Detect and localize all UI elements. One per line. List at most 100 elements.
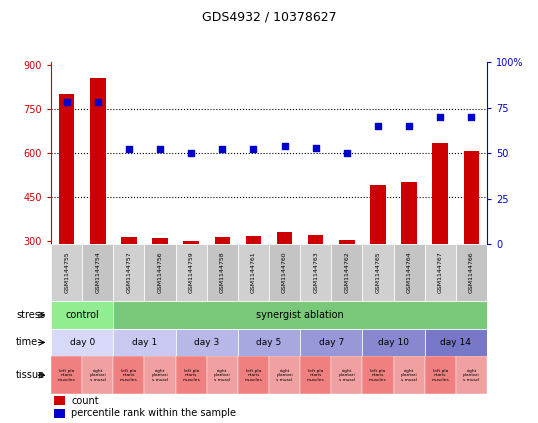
Bar [152, 238, 168, 329]
Bar [175, 329, 238, 356]
Point [155, 146, 164, 153]
Text: GSM1144764: GSM1144764 [407, 252, 412, 294]
Bar [363, 329, 424, 356]
Bar [51, 244, 82, 301]
Text: GDS4932 / 10378627: GDS4932 / 10378627 [202, 11, 336, 24]
Text: right
plantari
s muscl: right plantari s muscl [89, 368, 106, 382]
Text: day 10: day 10 [378, 338, 409, 347]
Text: right
plantari
s muscl: right plantari s muscl [463, 368, 480, 382]
Bar [401, 182, 417, 329]
Text: GSM1144754: GSM1144754 [95, 252, 100, 294]
Bar [339, 240, 355, 329]
Text: count: count [72, 396, 99, 406]
Point [62, 99, 71, 106]
Text: tissue: tissue [16, 370, 45, 380]
Bar [114, 244, 145, 301]
Text: day 14: day 14 [440, 338, 471, 347]
Text: left pla
ntaris
muscles: left pla ntaris muscles [182, 368, 200, 382]
Point [94, 99, 102, 106]
Bar [59, 94, 74, 329]
Bar [238, 356, 269, 394]
Text: control: control [65, 310, 99, 320]
Point [405, 123, 413, 129]
Text: left pla
ntaris
muscles: left pla ntaris muscles [431, 368, 449, 382]
Bar [114, 329, 175, 356]
Bar [464, 151, 479, 329]
Bar [331, 356, 363, 394]
Point [343, 150, 351, 157]
Bar [331, 244, 363, 301]
Text: time: time [16, 338, 38, 347]
Text: right
plantari
s muscl: right plantari s muscl [152, 368, 168, 382]
Text: day 7: day 7 [318, 338, 344, 347]
Bar [424, 329, 487, 356]
Bar [246, 236, 261, 329]
Bar [207, 356, 238, 394]
Bar [54, 409, 65, 418]
Bar [238, 244, 269, 301]
Bar [215, 237, 230, 329]
Bar [370, 185, 386, 329]
Point [373, 123, 382, 129]
Point [249, 146, 258, 153]
Bar [300, 356, 331, 394]
Bar [424, 244, 456, 301]
Bar [277, 232, 292, 329]
Text: left pla
ntaris
muscles: left pla ntaris muscles [120, 368, 138, 382]
Text: GSM1144755: GSM1144755 [64, 252, 69, 294]
Text: GSM1144767: GSM1144767 [438, 252, 443, 294]
Text: GSM1144760: GSM1144760 [282, 252, 287, 294]
Bar [300, 329, 363, 356]
Bar [183, 241, 199, 329]
Text: left pla
ntaris
muscles: left pla ntaris muscles [245, 368, 263, 382]
Point [187, 150, 195, 157]
Point [218, 146, 226, 153]
Text: GSM1144756: GSM1144756 [158, 252, 162, 294]
Bar [54, 396, 65, 405]
Bar [269, 244, 300, 301]
Text: day 3: day 3 [194, 338, 220, 347]
Bar [82, 244, 114, 301]
Bar [363, 356, 393, 394]
Bar [424, 356, 456, 394]
Bar [175, 356, 207, 394]
Text: right
plantari
s muscl: right plantari s muscl [401, 368, 417, 382]
Bar [456, 244, 487, 301]
Text: day 5: day 5 [257, 338, 281, 347]
Text: GSM1144761: GSM1144761 [251, 252, 256, 294]
Point [436, 113, 444, 120]
Text: right
plantari
s muscl: right plantari s muscl [214, 368, 231, 382]
Text: GSM1144757: GSM1144757 [126, 252, 131, 294]
Bar [269, 356, 300, 394]
Text: GSM1144758: GSM1144758 [220, 252, 225, 294]
Bar [433, 143, 448, 329]
Bar [90, 78, 105, 329]
Point [312, 144, 320, 151]
Text: day 0: day 0 [69, 338, 95, 347]
Bar [145, 356, 175, 394]
Text: GSM1144763: GSM1144763 [313, 252, 318, 294]
Bar [207, 244, 238, 301]
Text: stress: stress [16, 310, 45, 320]
Bar [175, 244, 207, 301]
Text: day 1: day 1 [132, 338, 157, 347]
Text: left pla
ntaris
muscles: left pla ntaris muscles [58, 368, 75, 382]
Bar [393, 356, 424, 394]
Text: GSM1144766: GSM1144766 [469, 252, 474, 294]
Text: GSM1144762: GSM1144762 [344, 252, 349, 294]
Text: left pla
ntaris
muscles: left pla ntaris muscles [307, 368, 324, 382]
Text: percentile rank within the sample: percentile rank within the sample [72, 408, 236, 418]
Bar [114, 356, 145, 394]
Text: left pla
ntaris
muscles: left pla ntaris muscles [369, 368, 387, 382]
Bar [51, 301, 114, 329]
Bar [82, 356, 114, 394]
Point [280, 143, 289, 149]
Bar [114, 301, 487, 329]
Bar [51, 356, 82, 394]
Bar [238, 329, 300, 356]
Bar [51, 329, 114, 356]
Text: right
plantari
s muscl: right plantari s muscl [338, 368, 355, 382]
Text: synergist ablation: synergist ablation [256, 310, 344, 320]
Point [467, 113, 476, 120]
Text: GSM1144759: GSM1144759 [189, 252, 194, 294]
